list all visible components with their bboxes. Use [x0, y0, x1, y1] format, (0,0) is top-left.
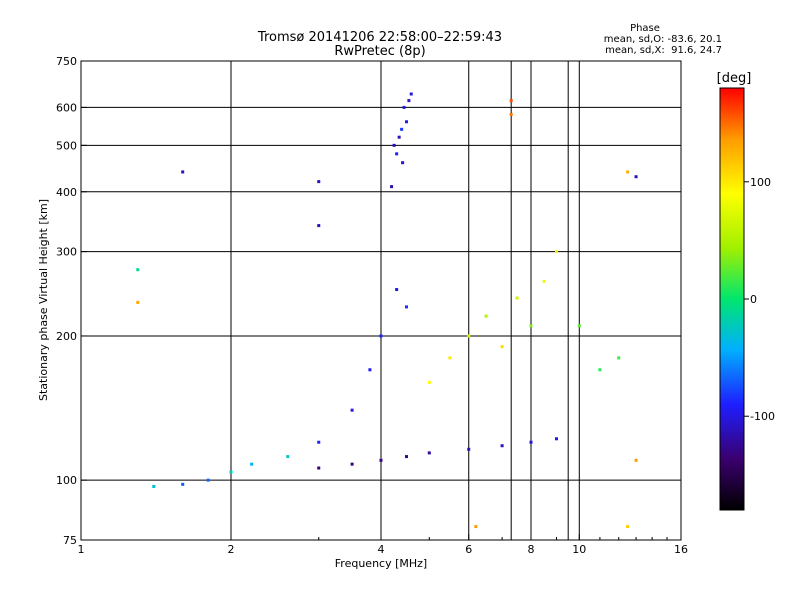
- data-point: [626, 525, 630, 529]
- data-point: [317, 440, 321, 444]
- data-point: [474, 525, 478, 529]
- colorbar-tick-label: 100: [750, 176, 771, 189]
- data-point: [395, 288, 399, 292]
- data-point: [379, 458, 383, 462]
- data-point: [509, 112, 513, 116]
- data-point: [317, 224, 321, 228]
- data-point: [397, 135, 401, 139]
- data-point: [509, 99, 513, 103]
- y-tick-label: 600: [56, 101, 77, 114]
- data-point: [500, 345, 504, 349]
- data-point: [400, 127, 404, 131]
- data-point: [554, 437, 558, 441]
- data-point: [350, 462, 354, 466]
- data-point: [390, 185, 394, 189]
- data-point: [484, 314, 488, 318]
- data-point: [577, 324, 581, 328]
- data-point: [404, 120, 408, 124]
- x-tick-label: 1: [78, 543, 85, 556]
- data-point: [401, 161, 405, 165]
- data-point: [542, 279, 546, 283]
- stats-heading: Phase: [630, 23, 660, 34]
- data-point: [206, 478, 210, 482]
- data-point: [467, 334, 471, 338]
- data-point: [317, 180, 321, 184]
- data-point: [181, 482, 185, 486]
- data-point: [427, 380, 431, 384]
- data-point: [350, 408, 354, 412]
- data-points: [136, 92, 638, 529]
- data-point: [136, 268, 140, 272]
- y-tick-label: 400: [56, 186, 77, 199]
- data-point: [250, 462, 254, 466]
- y-tick-label: 750: [56, 55, 77, 68]
- x-axis-label: Frequency [MHz]: [335, 557, 427, 570]
- x-tick-label: 10: [572, 543, 586, 556]
- data-point: [395, 152, 399, 156]
- y-tick-label: 200: [56, 330, 77, 343]
- data-point: [634, 458, 638, 462]
- stats-line-o: mean, sd,O: -83.6, 20.1: [604, 34, 722, 45]
- data-point: [407, 99, 411, 103]
- data-point: [515, 296, 519, 300]
- data-point: [317, 466, 321, 470]
- data-point: [529, 324, 533, 328]
- data-point: [529, 440, 533, 444]
- stats-line-x: mean, sd,X: 91.6, 24.7: [605, 45, 722, 56]
- chart-subtitle: RwPretec (8p): [334, 44, 425, 59]
- data-point: [368, 368, 372, 372]
- x-tick-label: 6: [465, 543, 472, 556]
- data-point: [626, 170, 630, 174]
- x-tick-label: 2: [228, 543, 235, 556]
- data-point: [181, 170, 185, 174]
- data-point: [392, 143, 396, 147]
- colorbar-label: [deg]: [717, 71, 752, 86]
- y-ticks: 75 100 200 300 400 500 600 750: [56, 55, 87, 547]
- x-tick-label: 4: [378, 543, 385, 556]
- y-axis-label: Stationary phase Virtual Height [km]: [37, 199, 50, 401]
- data-point: [500, 444, 504, 448]
- data-point: [598, 368, 602, 372]
- y-tick-label: 100: [56, 474, 77, 487]
- data-point: [229, 470, 233, 474]
- data-point: [409, 92, 413, 96]
- data-point: [427, 451, 431, 455]
- data-point: [404, 305, 408, 309]
- x-ticks: 1 2 4 6 8 10 16: [78, 534, 688, 556]
- data-point: [467, 447, 471, 451]
- data-point: [136, 300, 140, 304]
- data-point: [152, 484, 156, 488]
- data-point: [554, 250, 558, 254]
- colorbar-tick-label: 0: [750, 293, 757, 306]
- data-point: [402, 105, 406, 109]
- data-point: [448, 356, 452, 360]
- colorbar-tick-label: -100: [750, 410, 775, 423]
- y-tick-label: 75: [63, 534, 77, 547]
- data-point: [617, 356, 621, 360]
- data-point: [286, 455, 290, 459]
- x-tick-label: 8: [528, 543, 535, 556]
- colorbar: [719, 87, 745, 511]
- data-point: [634, 175, 638, 179]
- data-point: [404, 455, 408, 459]
- data-point: [379, 334, 383, 338]
- colorbar-ticks: 100 0 -100: [744, 176, 775, 423]
- y-tick-label: 500: [56, 139, 77, 152]
- y-tick-label: 300: [56, 246, 77, 259]
- chart-title: Tromsø 20141206 22:58:00–22:59:43: [257, 30, 502, 45]
- grid-lines: [81, 61, 681, 540]
- x-tick-label: 16: [674, 543, 688, 556]
